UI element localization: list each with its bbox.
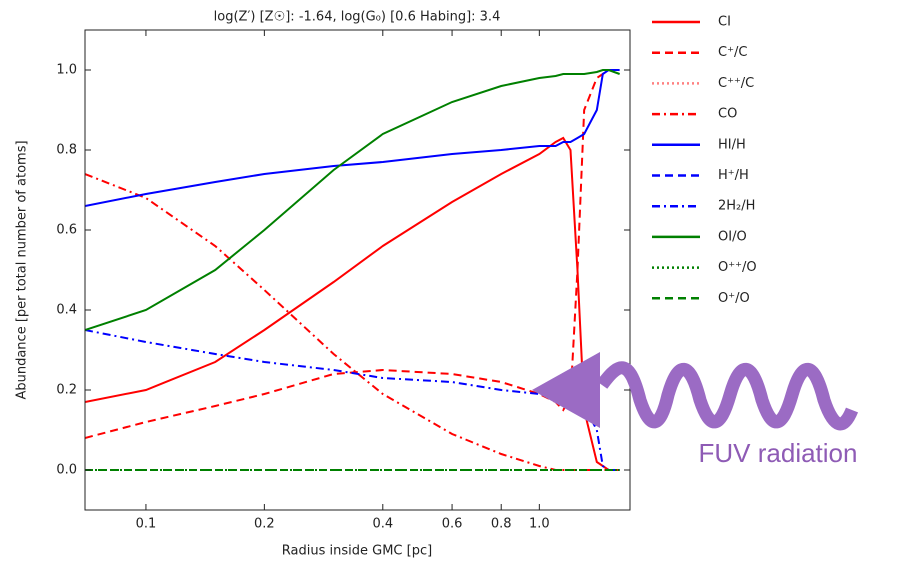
x-axis-label: Radius inside GMC [pc] [282, 544, 432, 559]
x-tick-label: 0.2 [254, 517, 275, 532]
y-tick-label: 1.0 [56, 63, 77, 78]
y-tick-label: 0.2 [56, 383, 77, 398]
legend-label: C⁺/C [718, 45, 747, 60]
y-tick-label: 0.8 [56, 143, 77, 158]
legend-label: H⁺/H [718, 168, 749, 183]
legend-label: O⁺/O [718, 291, 750, 306]
series-line [85, 173, 620, 471]
y-tick-label: 0.4 [56, 303, 77, 318]
series-line [85, 329, 620, 471]
y-axis-label: Abundance [per total number of atoms] [15, 140, 30, 399]
x-tick-label: 0.1 [136, 517, 157, 532]
legend-label: O⁺⁺/O [718, 260, 757, 275]
legend-label: CO [718, 107, 737, 122]
series-line [85, 69, 620, 331]
y-tick-label: 0.0 [56, 463, 77, 478]
x-tick-label: 0.8 [491, 517, 512, 532]
x-tick-label: 1.0 [529, 517, 550, 532]
legend-label: OI/O [718, 229, 747, 244]
x-tick-label: 0.6 [442, 517, 463, 532]
x-tick-label: 0.4 [372, 517, 393, 532]
series-line [85, 69, 620, 207]
y-tick-label: 0.6 [56, 223, 77, 238]
wave [596, 361, 859, 431]
legend-label: 2H₂/H [718, 199, 755, 214]
legend-label: HI/H [718, 137, 746, 152]
annotation: FUV radiation [699, 438, 858, 468]
plot-lines [85, 69, 620, 471]
plot-frame [84, 29, 631, 511]
legend-label: C⁺⁺/C [718, 76, 754, 91]
chart-title: log(Z′) [Z☉]: -1.64, log(G₀) [0.6 Habing… [214, 10, 501, 25]
arrow-head [532, 352, 600, 428]
legend-label: CI [718, 15, 731, 30]
series-line [85, 136, 620, 471]
